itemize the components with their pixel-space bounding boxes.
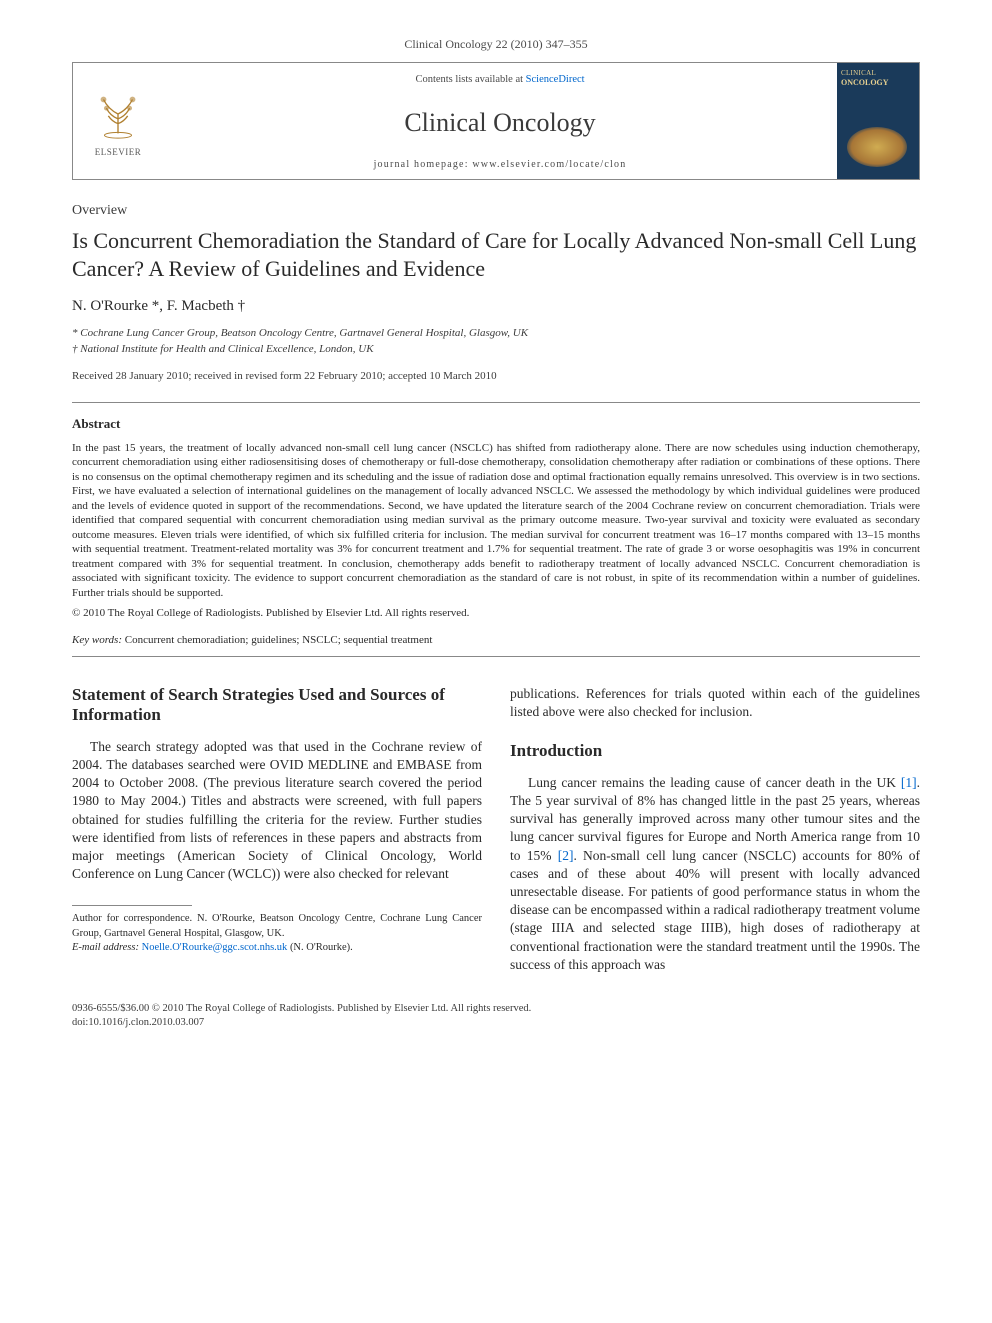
reference-link-1[interactable]: [1] [901,775,917,790]
right-column: publications. References for trials quot… [510,685,920,974]
left-column: Statement of Search Strategies Used and … [72,685,482,974]
body-columns: Statement of Search Strategies Used and … [72,685,920,974]
divider [72,656,920,657]
footnote-suffix: (N. O'Rourke). [287,942,352,953]
doi: doi:10.1016/j.clon.2010.03.007 [72,1016,920,1030]
sciencedirect-link[interactable]: ScienceDirect [526,74,585,85]
elsevier-label: ELSEVIER [95,146,142,158]
article-type: Overview [72,202,920,221]
correspondence-email-link[interactable]: Noelle.O'Rourke@ggc.scot.nhs.uk [142,942,288,953]
masthead-center: Contents lists available at ScienceDirec… [163,63,837,179]
intro-text-1: Lung cancer remains the leading cause of… [528,775,901,790]
search-strategy-para: The search strategy adopted was that use… [72,738,482,884]
elsevier-tree-icon [89,85,147,143]
divider [72,402,920,403]
journal-cover-thumb: CLINICAL ONCOLOGY [837,63,919,179]
doi-block: 0936-6555/$36.00 © 2010 The Royal Colleg… [72,1002,920,1030]
abstract-copyright: © 2010 The Royal College of Radiologists… [72,606,920,621]
introduction-para: Lung cancer remains the leading cause of… [510,774,920,974]
affiliation-1: * Cochrane Lung Cancer Group, Beatson On… [72,326,920,341]
publisher-logo-block: ELSEVIER [73,63,163,179]
abstract-text: In the past 15 years, the treatment of l… [72,441,920,601]
search-strategy-heading: Statement of Search Strategies Used and … [72,685,482,726]
intro-text-3: . Non-small cell lung cancer (NSCLC) acc… [510,848,920,972]
reference-link-2[interactable]: [2] [558,848,574,863]
journal-name: Clinical Oncology [404,105,595,140]
keywords: Key words: Concurrent chemoradiation; gu… [72,633,920,648]
journal-homepage: journal homepage: www.elsevier.com/locat… [374,158,627,172]
issn-copyright: 0936-6555/$36.00 © 2010 The Royal Colleg… [72,1002,920,1016]
continuation-para: publications. References for trials quot… [510,685,920,721]
abstract-heading: Abstract [72,415,920,433]
cover-graphic-icon [847,127,907,167]
keywords-label: Key words: [72,634,122,646]
introduction-heading: Introduction [510,741,920,761]
correspondence-footnote: Author for correspondence. N. O'Rourke, … [72,912,482,955]
keywords-list: Concurrent chemoradiation; guidelines; N… [122,634,432,646]
footnote-rule [72,905,192,906]
contents-prefix: Contents lists available at [415,74,525,85]
journal-citation: Clinical Oncology 22 (2010) 347–355 [72,36,920,52]
affiliation-2: † National Institute for Health and Clin… [72,342,920,357]
author-list: N. O'Rourke *, F. Macbeth † [72,296,920,316]
email-label: E-mail address: [72,942,139,953]
footnote-line1: Author for correspondence. N. O'Rourke, … [72,912,482,940]
article-dates: Received 28 January 2010; received in re… [72,369,920,384]
article-title: Is Concurrent Chemoradiation the Standar… [72,227,920,282]
cover-label-main: ONCOLOGY [841,78,889,89]
journal-masthead: ELSEVIER Contents lists available at Sci… [72,62,920,180]
contents-available-line: Contents lists available at ScienceDirec… [415,73,584,87]
affiliations: * Cochrane Lung Cancer Group, Beatson On… [72,326,920,357]
